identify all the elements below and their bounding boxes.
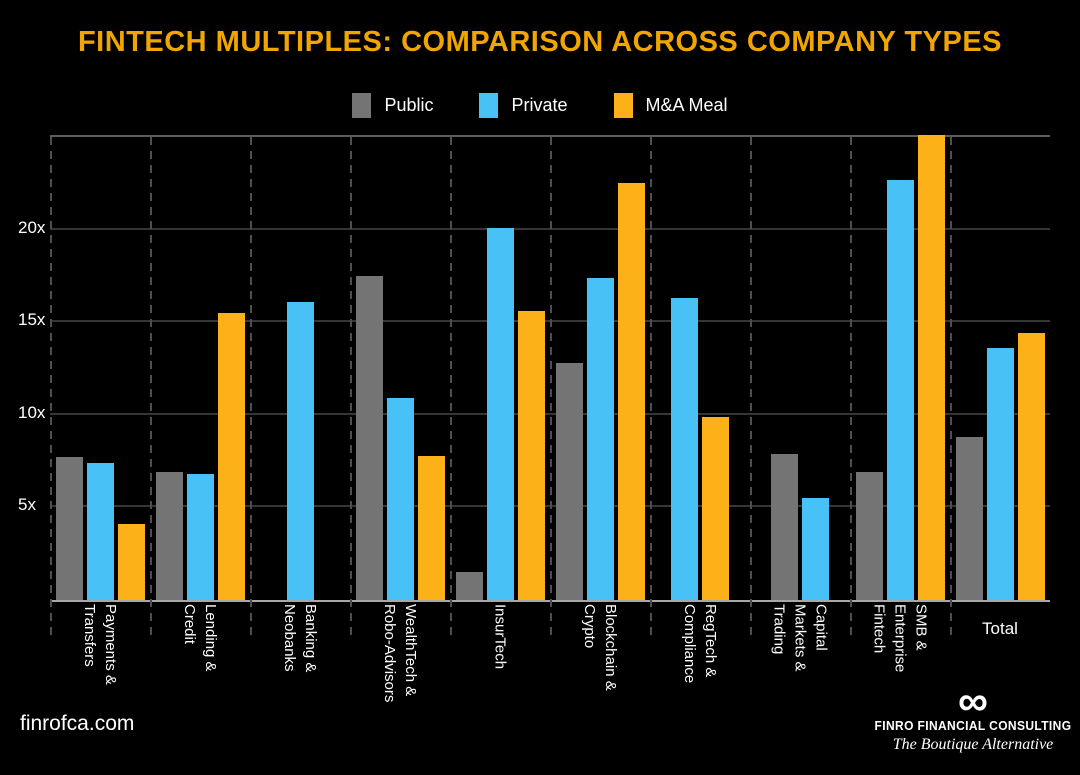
bar-public-smb-enterprise-fintech xyxy=(855,472,883,600)
x-label-slot-smb-enterprise-fintech: SMB & Enterprise Fintech xyxy=(850,604,950,702)
legend-label: Private xyxy=(511,95,568,115)
y-tick-20x: 20x xyxy=(18,217,46,237)
bar-private-total xyxy=(986,348,1014,600)
m-a-meal-color-swatch xyxy=(613,93,633,118)
x-label-capital-markets-trading: Capital Markets & Trading xyxy=(770,604,830,672)
x-label-slot-payments-transfers: Payments & Transfers xyxy=(50,604,150,702)
bar-public-wealthtech-robo-advisors xyxy=(355,275,383,600)
y-axis-tick-labels: 5x 10x 15x 20x xyxy=(0,135,50,598)
category-group-insurtech xyxy=(450,137,550,600)
bar-public-blockchain-crypto xyxy=(555,362,583,600)
y-tick-15x: 15x xyxy=(18,310,46,330)
bar-m-a-meal-payments-transfers xyxy=(117,524,145,600)
category-separator xyxy=(50,137,52,638)
x-label-slot-regtech-compliance: RegTech & Compliance xyxy=(650,604,750,702)
category-separator xyxy=(750,137,752,638)
category-separator xyxy=(950,137,952,638)
y-tick-10x: 10x xyxy=(18,402,46,422)
bar-private-banking-neobanks xyxy=(286,301,314,600)
bar-m-a-meal-blockchain-crypto xyxy=(617,183,645,600)
bar-public-insurtech xyxy=(455,572,483,600)
x-label-total: Total xyxy=(982,619,1018,638)
legend-label: M&A Meal xyxy=(645,95,728,115)
y-tick-5x: 5x xyxy=(18,495,36,515)
bar-chart-plot-area xyxy=(50,135,1050,638)
bar-public-total xyxy=(955,437,983,600)
x-label-slot-wealthtech-robo-advisors: WealthTech & Robo-Advisors xyxy=(350,604,450,702)
brand-tagline: The Boutique Alternative xyxy=(892,736,1054,753)
bar-public-lending-credit xyxy=(155,472,183,600)
legend-item-public: Public xyxy=(352,93,433,118)
brand-logo-block: ∞ FINRO FINANCIAL CONSULTING The Boutiqu… xyxy=(863,677,1080,754)
chart-legend: Public Private M&A Meal xyxy=(0,93,1080,118)
category-group-lending-credit xyxy=(150,137,250,600)
x-label-slot-insurtech: InsurTech xyxy=(450,604,550,702)
x-label-slot-banking-neobanks: Banking & Neobanks xyxy=(250,604,350,702)
x-label-slot-lending-credit: Lending & Credit xyxy=(150,604,250,702)
category-group-blockchain-crypto xyxy=(550,137,650,600)
legend-item-m-a-meal: M&A Meal xyxy=(613,93,728,118)
category-separator xyxy=(850,137,852,638)
category-group-payments-transfers xyxy=(50,137,150,600)
bar-private-lending-credit xyxy=(186,474,214,600)
x-axis-category-labels: Payments & Transfers Lending & Credit Bank… xyxy=(50,604,1050,702)
bar-private-payments-transfers xyxy=(86,462,114,600)
legend-item-private: Private xyxy=(479,93,568,118)
x-label-lending-credit: Lending & Credit xyxy=(181,604,219,672)
x-label-banking-neobanks: Banking & Neobanks xyxy=(281,604,319,673)
legend-label: Public xyxy=(384,95,434,115)
bar-private-blockchain-crypto xyxy=(586,277,614,600)
x-label-insurtech: InsurTech xyxy=(491,604,509,670)
bar-public-payments-transfers xyxy=(55,457,83,600)
bar-m-a-meal-total xyxy=(1017,333,1045,600)
bar-private-regtech-compliance xyxy=(671,298,698,600)
category-group-banking-neobanks xyxy=(250,137,350,600)
x-label-wealthtech-robo-advisors: WealthTech & Robo-Advisors xyxy=(381,604,419,703)
x-label-slot-capital-markets-trading: Capital Markets & Trading xyxy=(750,604,850,702)
x-label-slot-blockchain-crypto: Blockchain & Crypto xyxy=(550,604,650,702)
public-color-swatch xyxy=(352,93,372,118)
bar-m-a-meal-regtech-compliance xyxy=(702,416,729,600)
category-group-wealthtech-robo-advisors xyxy=(350,137,450,600)
bar-m-a-meal-lending-credit xyxy=(217,312,245,600)
category-group-total xyxy=(950,137,1050,600)
infinity-icon: ∞ xyxy=(958,677,988,724)
chart-title: FINTECH MULTIPLES: COMPARISON ACROSS COM… xyxy=(77,26,1003,58)
x-label-regtech-compliance: RegTech & Compliance xyxy=(681,604,719,684)
category-separator xyxy=(250,137,252,638)
bar-m-a-meal-insurtech xyxy=(517,311,545,600)
bar-private-wealthtech-robo-advisors xyxy=(386,398,414,600)
category-group-regtech-compliance xyxy=(650,137,750,600)
category-group-smb-enterprise-fintech xyxy=(850,135,950,600)
x-label-blockchain-crypto: Blockchain & Crypto xyxy=(581,604,619,691)
category-separator xyxy=(550,137,552,638)
category-separator xyxy=(450,137,452,638)
bar-private-smb-enterprise-fintech xyxy=(886,179,914,600)
category-group-capital-markets-trading xyxy=(750,137,850,600)
brand-name: FINRO FINANCIAL CONSULTING xyxy=(874,719,1072,733)
bar-private-insurtech xyxy=(486,227,514,600)
bar-m-a-meal-wealthtech-robo-advisors xyxy=(417,455,445,600)
x-label-smb-enterprise-fintech: SMB & Enterprise Fintech xyxy=(870,604,930,673)
category-separator xyxy=(150,137,152,638)
category-separator xyxy=(350,137,352,638)
bar-m-a-meal-smb-enterprise-fintech xyxy=(917,135,945,600)
x-label-slot-total: Total xyxy=(950,604,1050,702)
category-separator xyxy=(650,137,652,638)
website-url: finrofca.com xyxy=(20,712,135,735)
x-label-payments-transfers: Payments & Transfers xyxy=(81,604,119,685)
private-color-swatch xyxy=(479,93,499,118)
plot-groups xyxy=(50,135,1050,600)
bar-public-capital-markets-trading xyxy=(771,453,798,600)
bar-private-capital-markets-trading xyxy=(802,498,829,600)
